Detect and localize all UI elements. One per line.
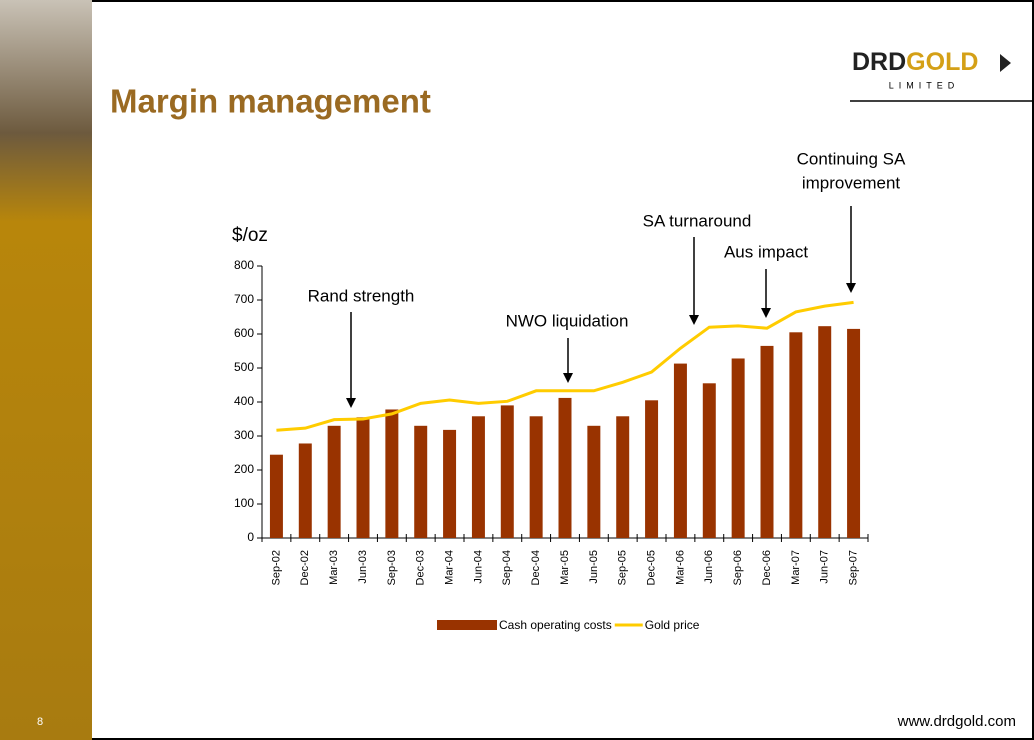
- x-tick-label: Jun-07: [819, 550, 831, 584]
- bar: [818, 326, 832, 538]
- x-tick-label: Jun-05: [588, 550, 600, 584]
- legend-label: Cash operating costs: [499, 618, 612, 632]
- x-tick-label: Dec-04: [530, 550, 542, 585]
- annotation: Aus impact: [724, 242, 808, 261]
- x-tick-label: Sep-04: [501, 550, 513, 585]
- annotation: NWO liquidation: [506, 311, 629, 330]
- x-tick-label: Sep-07: [847, 550, 859, 585]
- x-tick-label: Dec-05: [645, 550, 657, 585]
- page-number: 8: [37, 716, 43, 728]
- y-tick-label: 400: [234, 394, 254, 408]
- bar: [847, 328, 861, 538]
- x-tick-label: Mar-04: [443, 550, 455, 585]
- arrow-head: [346, 398, 356, 408]
- y-tick-label: 200: [234, 462, 254, 476]
- y-axis-label: $/oz: [232, 225, 268, 246]
- y-tick-label: 700: [234, 292, 254, 306]
- y-tick-label: 0: [247, 530, 254, 544]
- bar: [558, 397, 572, 538]
- slide-title: Margin management: [110, 83, 431, 120]
- annotation: Continuing SA: [797, 149, 906, 168]
- bar: [789, 332, 803, 538]
- bar: [645, 400, 659, 538]
- bar: [471, 416, 485, 538]
- bar: [529, 416, 543, 538]
- y-tick-label: 100: [234, 496, 254, 510]
- x-tick-label: Jun-04: [472, 550, 484, 584]
- bar: [298, 443, 312, 538]
- bar: [500, 405, 514, 538]
- x-tick-label: Dec-03: [415, 550, 427, 585]
- bar: [587, 425, 601, 538]
- y-tick-label: 500: [234, 360, 254, 374]
- y-tick-label: 600: [234, 326, 254, 340]
- bar: [731, 358, 745, 538]
- x-tick-label: Mar-03: [328, 550, 340, 585]
- arrow-head: [563, 373, 573, 383]
- x-tick-label: Jun-06: [703, 550, 715, 584]
- x-tick-label: Sep-02: [270, 550, 282, 585]
- bar: [356, 417, 370, 538]
- logo-part: DRD: [852, 48, 906, 76]
- y-tick-label: 800: [234, 258, 254, 272]
- legend-label: Gold price: [645, 618, 700, 632]
- x-tick-label: Mar-05: [559, 550, 571, 585]
- x-tick-label: Mar-07: [790, 550, 802, 585]
- bar: [673, 363, 687, 538]
- logo-part: GOLD: [906, 48, 978, 76]
- bar: [327, 425, 341, 538]
- arrow-head: [761, 308, 771, 318]
- logo: DRDGOLD: [852, 48, 978, 76]
- x-tick-label: Jun-03: [357, 550, 369, 584]
- x-tick-label: Mar-06: [674, 550, 686, 585]
- arrow-head: [846, 283, 856, 293]
- bar: [443, 429, 457, 538]
- bar: [616, 416, 630, 538]
- legend-swatch: [437, 620, 497, 630]
- x-tick-label: Sep-03: [386, 550, 398, 585]
- x-tick-label: Dec-06: [761, 550, 773, 585]
- logo-sub: LIMITED: [889, 80, 960, 90]
- url: www.drdgold.com: [897, 713, 1016, 730]
- x-tick-label: Sep-06: [732, 550, 744, 585]
- annotation: Rand strength: [308, 286, 415, 305]
- annotation: SA turnaround: [643, 211, 752, 230]
- x-tick-label: Sep-05: [617, 550, 629, 585]
- y-tick-label: 300: [234, 428, 254, 442]
- x-tick-label: Dec-02: [299, 550, 311, 585]
- line: [276, 300, 854, 432]
- annotation: improvement: [802, 173, 901, 192]
- bar: [385, 409, 399, 538]
- logo-arrow: [1000, 54, 1011, 72]
- bar: [760, 345, 774, 538]
- arrow-head: [689, 315, 699, 325]
- side-strip: [0, 0, 92, 740]
- bar: [269, 454, 283, 538]
- bar: [702, 383, 716, 538]
- bar: [414, 425, 428, 538]
